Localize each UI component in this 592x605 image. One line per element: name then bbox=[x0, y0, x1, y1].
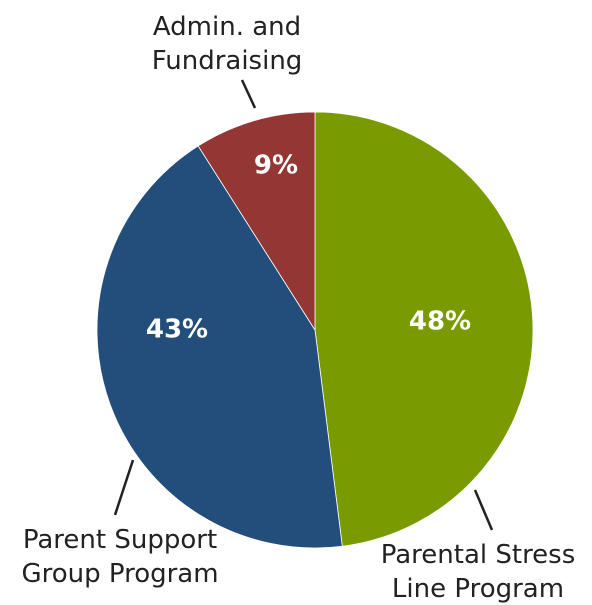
leader-line bbox=[113, 459, 135, 516]
slice-label: 9% bbox=[254, 151, 298, 181]
leader-line bbox=[473, 489, 494, 531]
category-label: Parental Stress Line Program bbox=[381, 540, 576, 604]
slice-label: 48% bbox=[409, 307, 471, 337]
pie-slice bbox=[314, 111, 534, 547]
leader-line bbox=[240, 79, 257, 109]
pie-slice bbox=[197, 111, 316, 332]
pie-slice bbox=[96, 145, 343, 549]
slice-label: 43% bbox=[146, 315, 208, 345]
category-label: Parent Support Group Program bbox=[21, 525, 218, 589]
category-label: Admin. and Fundraising bbox=[152, 12, 303, 76]
